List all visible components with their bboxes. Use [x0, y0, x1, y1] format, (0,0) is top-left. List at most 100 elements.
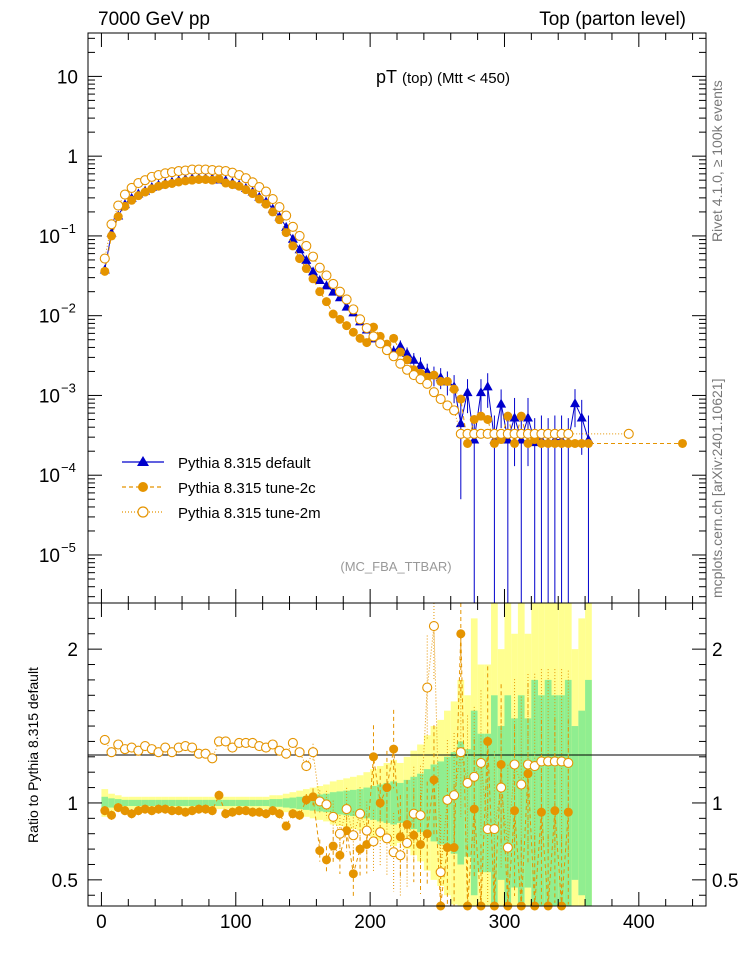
ratio-point-tune2c	[483, 736, 493, 746]
point-tune2m	[428, 387, 439, 398]
ratio-point-tune2c	[167, 806, 177, 816]
point-tune2c	[469, 414, 479, 424]
ratio-point-tune2m	[207, 753, 218, 764]
point-tune2m	[355, 314, 366, 325]
ratio-point-tune2c	[268, 806, 278, 816]
ratio-point-tune2c	[315, 846, 325, 856]
analysis-tag: (MC_FBA_TTBAR)	[340, 559, 451, 574]
point-tune2c	[328, 309, 338, 319]
ratio-point-tune2m	[334, 828, 345, 839]
ratio-point-tune2c	[207, 806, 217, 816]
ratio-point-tune2m	[509, 759, 520, 770]
point-tune2m	[381, 345, 392, 356]
ratio-point-tune2m	[442, 794, 453, 805]
point-tune2c	[523, 438, 533, 448]
point-tune2c	[180, 176, 190, 186]
legend-marker-tune2c	[138, 482, 148, 492]
point-tune2c	[355, 333, 365, 343]
point-default	[321, 280, 332, 290]
ratio-point-tune2c	[100, 806, 110, 816]
ratio-point-tune2c	[328, 841, 338, 851]
ratio-point-tune2m	[307, 747, 319, 758]
ratio-point-tune2m	[287, 737, 298, 749]
point-tune2m	[368, 331, 379, 342]
ratio-band-inner	[437, 761, 445, 845]
ratio-point-tune2c	[274, 809, 284, 819]
point-tune2m	[314, 262, 325, 273]
legend-label-default: Pythia 8.315 default	[178, 455, 311, 472]
ratio-band-inner	[349, 789, 357, 817]
ratio-point-tune2c	[510, 806, 520, 816]
point-tune2c	[315, 287, 325, 297]
point-tune2c	[100, 266, 110, 276]
point-tune2c	[550, 438, 560, 448]
point-tune2c	[510, 438, 520, 448]
point-tune2c	[436, 376, 446, 386]
ratio-point-tune2m	[227, 742, 238, 753]
main-x-ticks	[100, 33, 694, 603]
ratio-point-tune2c	[335, 850, 345, 860]
point-default	[469, 434, 480, 444]
point-tune2c	[557, 438, 567, 448]
ratio-point-tune2c	[409, 830, 419, 840]
point-tune2c	[442, 376, 452, 386]
point-tune2c	[342, 321, 352, 331]
y-tick-exponent: −3	[61, 380, 76, 395]
point-tune2c	[389, 333, 399, 343]
ratio-band-inner	[289, 797, 297, 809]
main-series-group	[99, 164, 687, 603]
y-tick-label: 10	[39, 307, 60, 328]
point-tune2m	[99, 253, 110, 264]
ratio-band-inner	[202, 799, 209, 807]
ratio-point-tune2m	[113, 739, 124, 750]
ratio-point-tune2m	[435, 867, 446, 878]
header-left-label: 7000 GeV pp	[98, 9, 210, 30]
ratio-band-inner	[457, 741, 465, 865]
ratio-point-tune2m	[187, 742, 198, 753]
ratio-panel: 0.5 0.5 1 1 2 2 0 100 200 300 400 Ratio to Pythia…	[25, 602, 738, 933]
point-tune2m	[341, 294, 352, 305]
ratio-point-tune2c	[375, 798, 385, 808]
point-tune2m	[307, 251, 319, 262]
ratio-band-inner	[208, 799, 216, 807]
ratio-band-inner	[148, 799, 156, 807]
ratio-band-inner	[497, 726, 505, 880]
point-tune2m	[113, 200, 124, 211]
point-tune2c	[570, 438, 580, 448]
point-tune2c	[140, 187, 150, 197]
point-tune2c	[167, 178, 177, 188]
point-tune2c	[483, 414, 493, 424]
ratio-point-tune2c	[180, 807, 190, 817]
ratio-band-inner	[101, 796, 109, 810]
ratio-band-inner	[135, 799, 142, 807]
point-default	[516, 434, 527, 444]
ratio-point-tune2m	[166, 747, 178, 758]
point-tune2c	[308, 274, 318, 284]
chart-title-sub: (top) (Mtt < 450)	[402, 70, 510, 87]
ratio-band-inner	[558, 695, 565, 906]
ratio-band-inner	[222, 799, 230, 807]
ratio-band-inner	[578, 710, 586, 896]
point-default	[570, 398, 581, 408]
point-tune2c	[321, 297, 331, 307]
legend-marker-tune2m	[137, 506, 149, 518]
point-tune2c	[677, 438, 687, 448]
ratio-band-inner	[390, 781, 397, 825]
point-default	[408, 354, 419, 364]
point-default	[395, 340, 406, 350]
ratio-point-tune2m	[462, 777, 473, 789]
point-default	[301, 254, 312, 264]
x-tick-label: 300	[489, 912, 521, 933]
ratio-point-tune2m	[281, 748, 292, 759]
point-tune2m	[361, 322, 372, 334]
y-tick-label: 10	[57, 67, 78, 88]
point-tune2m	[415, 374, 426, 385]
point-tune2c	[301, 264, 311, 274]
ratio-point-tune2m	[153, 747, 164, 758]
chart-title-main: pT	[376, 67, 397, 87]
ratio-band-inner	[491, 695, 498, 906]
point-tune2c	[489, 438, 499, 448]
ratio-point-tune2c	[107, 810, 117, 820]
ratio-point-tune2c	[221, 809, 231, 819]
